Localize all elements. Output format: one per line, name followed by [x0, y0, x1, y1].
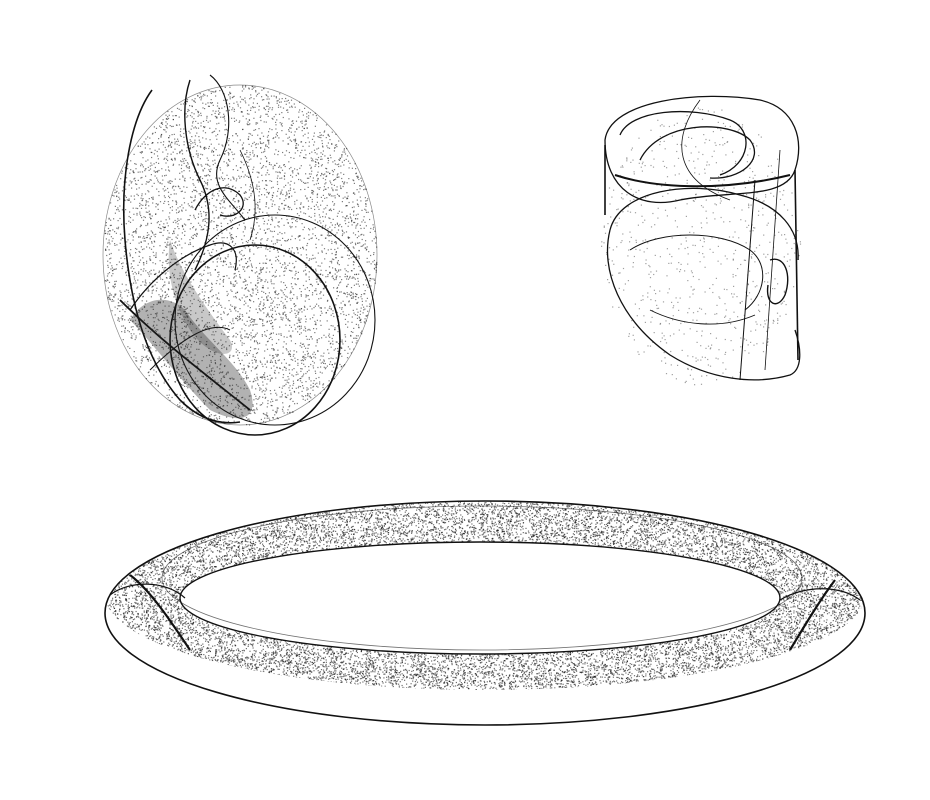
- folded-attractor-dots: [601, 107, 802, 386]
- egg-attractor-dense-lobe: [130, 299, 253, 419]
- folded-attractor-panel: [580, 80, 820, 400]
- torus-attractor-plot: [104, 500, 866, 726]
- torus-attractor-panel: [90, 480, 880, 750]
- egg-attractor-dots: [104, 85, 378, 426]
- egg-attractor-curves: [102, 74, 378, 436]
- egg-attractor-plot: [102, 74, 378, 436]
- egg-attractor-panel: [90, 40, 400, 440]
- folded-attractor-curves: [604, 95, 801, 381]
- torus-attractor-outlines: [104, 500, 866, 726]
- folded-attractor-plot: [601, 95, 802, 386]
- egg-attractor-dense-fold: [168, 240, 232, 354]
